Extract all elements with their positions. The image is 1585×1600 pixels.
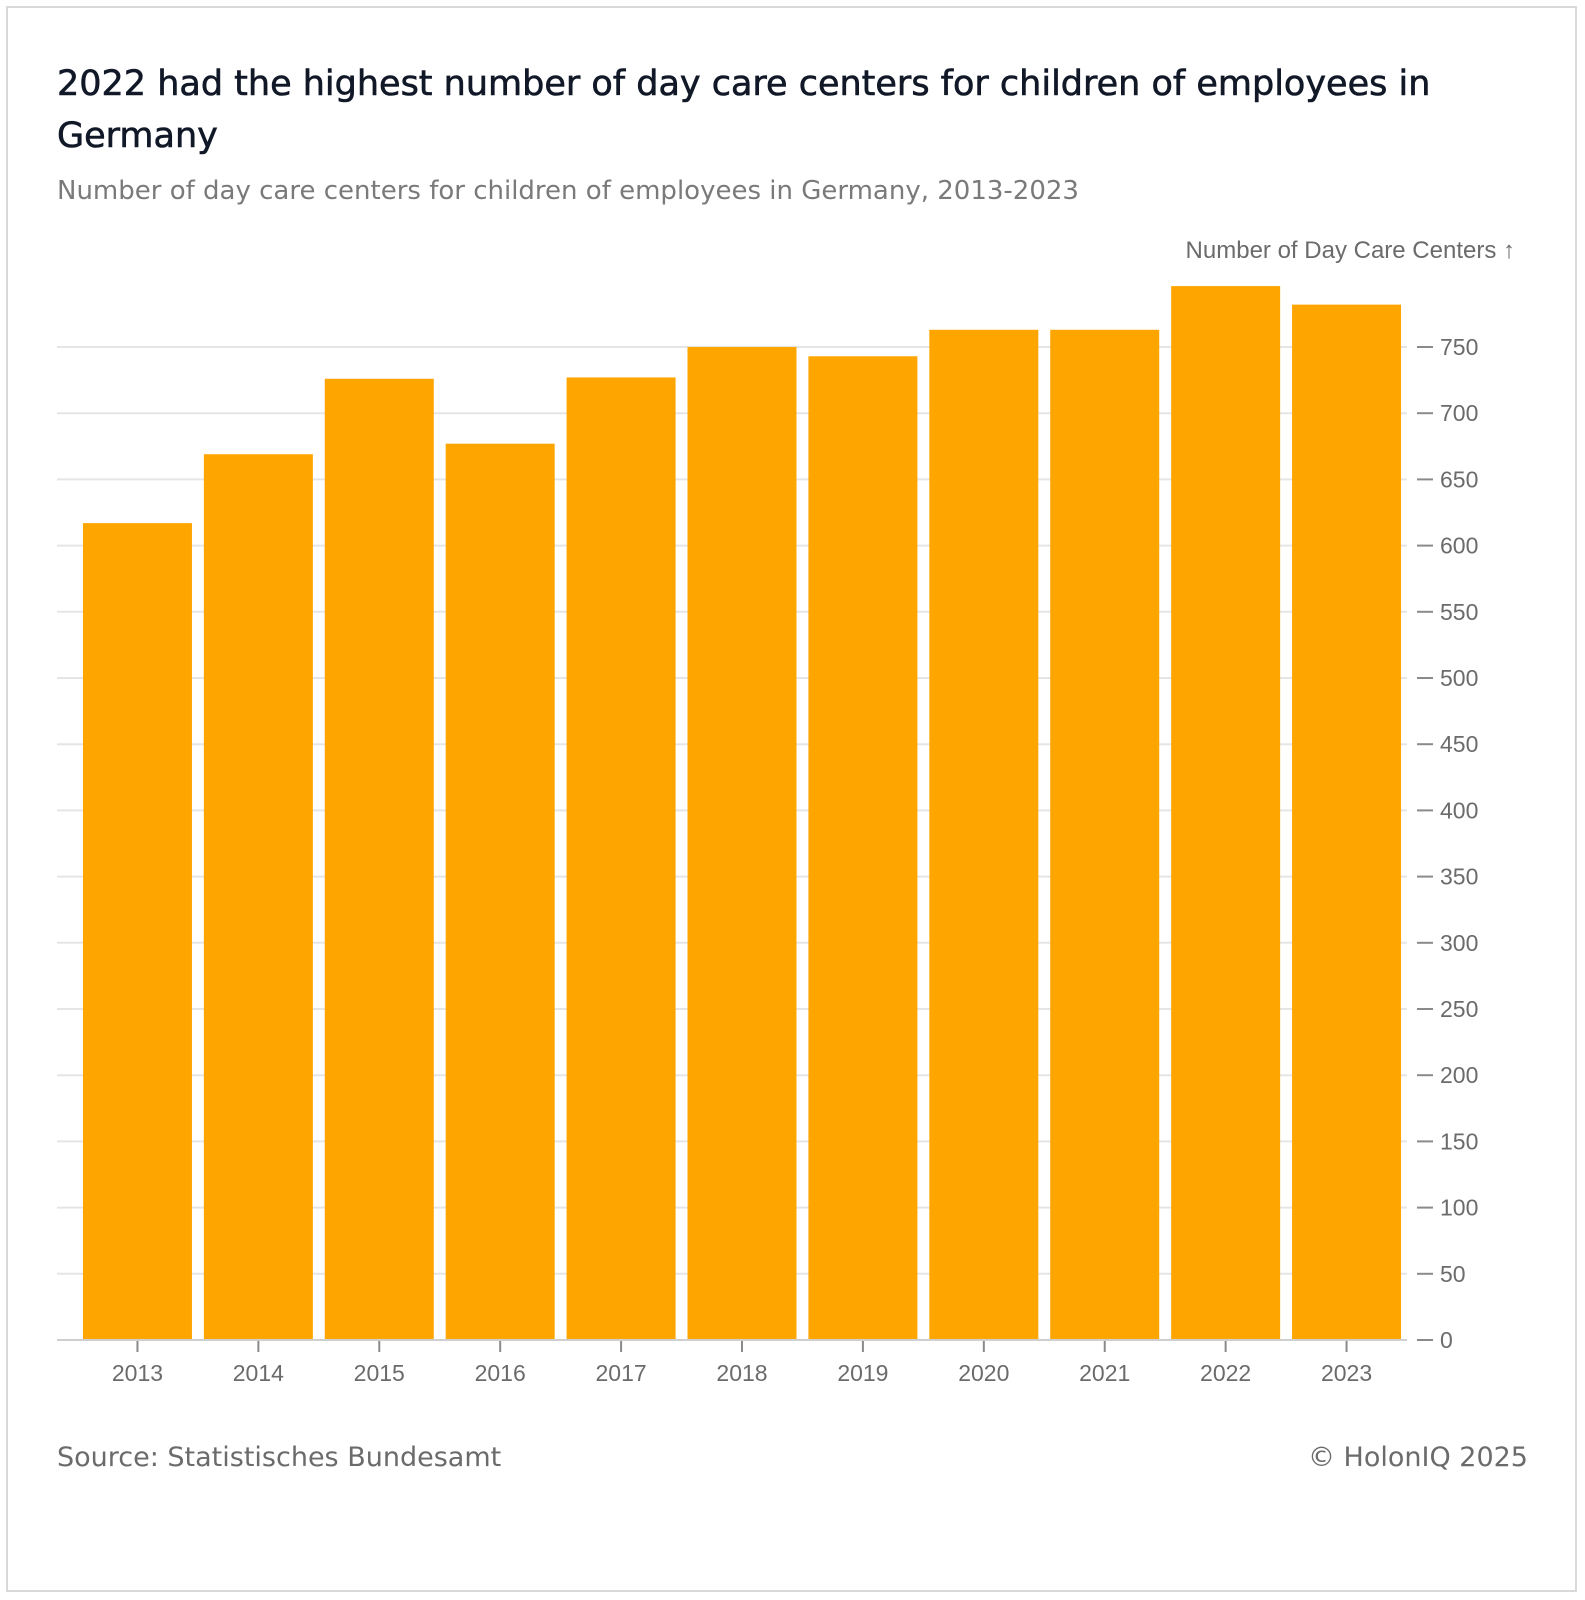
y-tick-label: 100 bbox=[1440, 1195, 1478, 1221]
bar-2022 bbox=[1171, 286, 1281, 1341]
y-tick-label: 700 bbox=[1440, 400, 1478, 426]
bar-2019 bbox=[808, 356, 918, 1340]
x-axis: 2013 2014 2015 2016 2017 2018 2019 2020 2021 2022… bbox=[57, 1339, 1407, 1386]
x-tick-label: 2022 bbox=[1200, 1360, 1251, 1386]
bar-2021 bbox=[1050, 329, 1160, 1341]
bar-2014 bbox=[203, 454, 313, 1340]
chart-subtitle: Number of day care centers for children … bbox=[57, 176, 1079, 206]
bar-2017 bbox=[566, 377, 676, 1340]
x-tick-label: 2020 bbox=[958, 1360, 1009, 1386]
y-tick-label: 300 bbox=[1440, 930, 1478, 956]
y-tick-label: 450 bbox=[1440, 731, 1478, 757]
y-tick-label: 650 bbox=[1440, 466, 1478, 492]
x-tick-label: 2021 bbox=[1079, 1360, 1130, 1386]
x-tick-label: 2015 bbox=[354, 1360, 405, 1386]
y-tick-label: 750 bbox=[1440, 334, 1478, 360]
chart-title: 2022 had the highest number of day care … bbox=[57, 64, 1431, 157]
x-tick-label: 2018 bbox=[716, 1360, 767, 1386]
bar-2023 bbox=[1292, 304, 1402, 1341]
y-tick-label: 600 bbox=[1440, 533, 1478, 559]
bar-2013 bbox=[82, 523, 192, 1340]
bar-2018 bbox=[687, 347, 797, 1340]
y-tick-label: 50 bbox=[1440, 1261, 1466, 1287]
x-tick-label: 2013 bbox=[112, 1360, 163, 1386]
y-tick-label: 550 bbox=[1440, 599, 1478, 625]
y-tick-label: 500 bbox=[1440, 665, 1478, 691]
y-axis: 0 50 100 150 200 250 300 350 400 450 500 550 600 650 7… bbox=[1417, 334, 1478, 1353]
bars bbox=[82, 286, 1402, 1341]
y-tick-label: 250 bbox=[1440, 996, 1478, 1022]
y-tick-label: 400 bbox=[1440, 797, 1478, 823]
y-axis-label: Number of Day Care Centers ↑ bbox=[1186, 237, 1515, 264]
x-tick-label: 2017 bbox=[596, 1360, 647, 1386]
bar-2016 bbox=[445, 443, 555, 1341]
x-tick-label: 2016 bbox=[475, 1360, 526, 1386]
y-tick-label: 0 bbox=[1440, 1327, 1453, 1353]
y-tick-label: 200 bbox=[1440, 1062, 1478, 1088]
y-tick-label: 150 bbox=[1440, 1128, 1478, 1154]
x-tick-label: 2019 bbox=[837, 1360, 888, 1386]
source-note: Source: Statistisches Bundesamt bbox=[57, 1442, 502, 1473]
y-tick-label: 350 bbox=[1440, 864, 1478, 890]
x-tick-label: 2014 bbox=[233, 1360, 284, 1386]
x-tick-label: 2023 bbox=[1321, 1360, 1372, 1386]
bar-2020 bbox=[929, 329, 1039, 1341]
bar-2015 bbox=[324, 378, 434, 1340]
copyright-credit: © HolonIQ 2025 bbox=[1307, 1442, 1528, 1473]
